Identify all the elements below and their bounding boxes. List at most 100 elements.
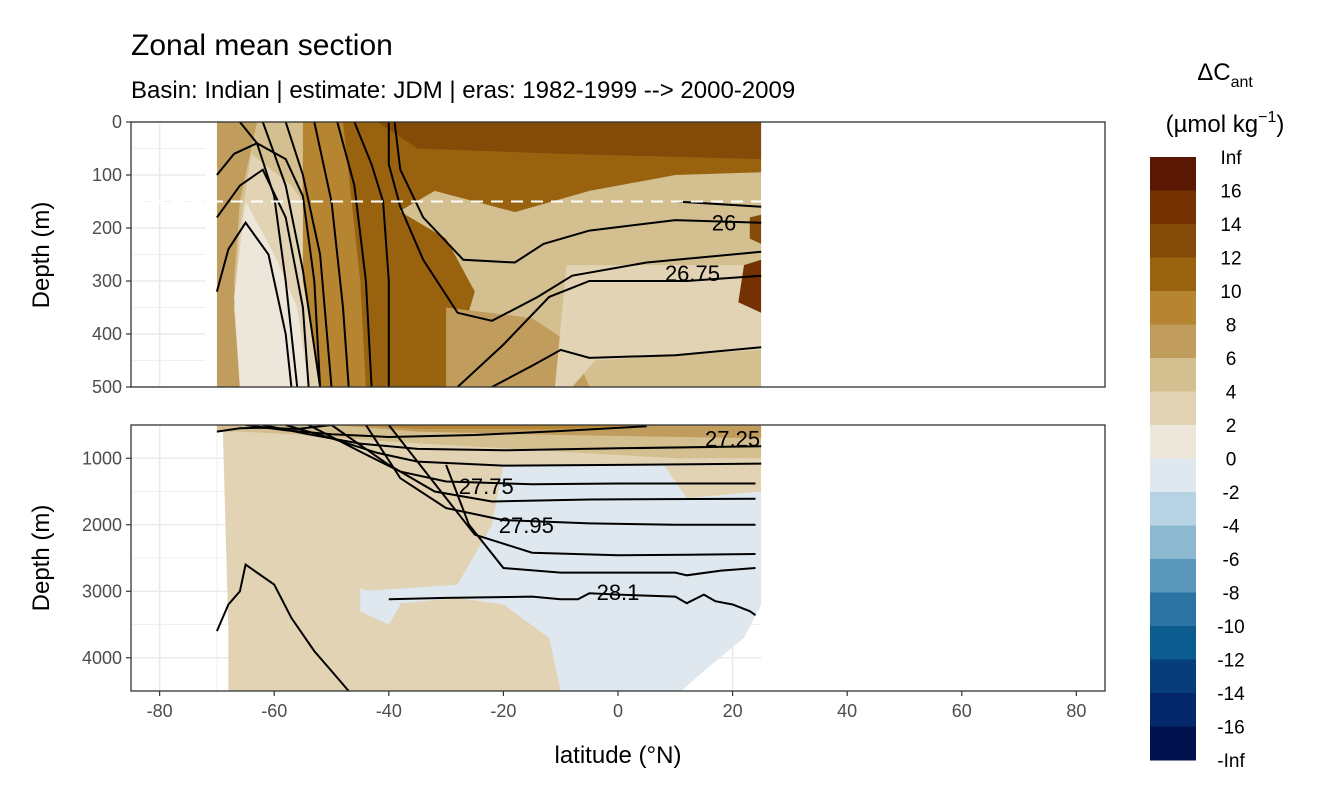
isopycnal-bottom-9	[388, 592, 757, 617]
field-deep-mid	[446, 307, 590, 387]
y-tick-label: 300	[92, 271, 122, 291]
filled-contours	[216, 425, 1105, 691]
y-tick-label: 1000	[82, 448, 122, 468]
legend-label: -Inf	[1217, 751, 1245, 772]
color-legend: ΔCant (µmol kg−1) Inf 16 14 12 10 8 6 4 2 0 -2 -4 -6…	[1150, 59, 1284, 772]
isopycnal-bottom-10	[215, 562, 350, 691]
legend-swatch	[1150, 425, 1196, 459]
legend-swatch	[1150, 693, 1196, 727]
panel-border-top	[130, 121, 1106, 388]
isopycnal-bottom-2	[262, 425, 762, 452]
legend-label: -10	[1217, 617, 1244, 638]
upper-panel-0-500m: 26 26.75 0 100 200 300 400 500	[92, 112, 1106, 397]
contour-label: 27.95	[499, 513, 554, 538]
density-contours	[215, 425, 762, 691]
chart-subtitle: Basin: Indian | estimate: JDM | eras: 19…	[131, 77, 795, 104]
legend-label: -14	[1217, 684, 1245, 705]
legend-label: -12	[1217, 651, 1244, 672]
isopycnal-bottom-8	[445, 464, 756, 577]
chart-title: Zonal mean section	[131, 29, 393, 62]
isopycnal-top-11	[456, 274, 762, 387]
legend-swatch	[1150, 458, 1196, 493]
x-axis-title: latitude (°N)	[555, 742, 682, 769]
legend-label: 16	[1220, 182, 1241, 203]
field-surface-max	[377, 122, 762, 160]
legend-label: 2	[1226, 416, 1237, 437]
isopycnal-top-12	[491, 346, 762, 387]
legend-swatch	[1150, 324, 1196, 359]
filled-contours	[205, 122, 1105, 387]
legend-swatch	[1150, 358, 1196, 392]
isopycnal-top-7	[336, 122, 373, 387]
isopycnal-top-0	[216, 142, 322, 387]
field-mask-north	[761, 122, 1105, 387]
deep-negative-small	[360, 587, 401, 625]
legend-swatch	[1150, 190, 1196, 225]
deep-negative-region	[360, 464, 762, 691]
isopycnal-top-9	[393, 122, 762, 264]
x-tick-label: 0	[613, 701, 623, 721]
legend-label: 10	[1220, 282, 1241, 303]
isopycnal-bottom-7	[388, 425, 756, 557]
legend-swatch	[1150, 559, 1196, 593]
legend-swatch	[1150, 592, 1196, 627]
y-tick-label: 100	[92, 165, 122, 185]
field-surface-core	[343, 122, 762, 387]
x-tick-label: 20	[723, 701, 743, 721]
legend-swatch	[1150, 157, 1196, 191]
legend-title: ΔCant	[1197, 59, 1253, 91]
y-tick-label: 400	[92, 324, 122, 344]
y-tick-label: 0	[112, 112, 122, 132]
legend-swatch	[1150, 257, 1196, 292]
svg-text:Depth (m): Depth (m)	[28, 202, 55, 309]
legend-swatch	[1150, 659, 1196, 694]
isopycnal-bottom-4	[308, 425, 756, 486]
isopycnal-top-4	[261, 122, 322, 387]
legend-label: -2	[1223, 483, 1240, 504]
legend-label: 14	[1220, 215, 1242, 236]
isopycnal-top-8	[353, 122, 390, 387]
legend-label: 4	[1226, 383, 1237, 404]
isopycnal-top-13	[675, 200, 762, 208]
isopycnal-bottom-6	[365, 425, 756, 526]
contour-label: 28.1	[597, 580, 640, 605]
legend-units: (µmol kg−1)	[1166, 109, 1285, 138]
y-tick-label: 2000	[82, 515, 122, 535]
contour-label: 26.75	[665, 261, 720, 286]
legend-label: -6	[1223, 550, 1240, 571]
legend-swatch	[1150, 525, 1196, 560]
x-tick-label: -60	[261, 701, 287, 721]
legend-label: 0	[1226, 450, 1237, 471]
x-tick-label: -80	[147, 701, 173, 721]
legend-swatch	[1150, 391, 1196, 426]
legend-swatch	[1150, 726, 1196, 761]
legend-label: -4	[1223, 517, 1240, 538]
legend-swatch	[1150, 626, 1196, 660]
x-tick-label: 40	[837, 701, 857, 721]
field-mask	[205, 122, 217, 387]
legend-label: Inf	[1220, 148, 1242, 169]
x-tick-label: -40	[376, 701, 402, 721]
legend-label: -16	[1217, 718, 1244, 739]
legend-label: 12	[1220, 249, 1241, 270]
field-edge-south	[216, 122, 257, 387]
y-tick-label: 3000	[82, 581, 122, 601]
y-axis-title-upper: Depth (m)	[28, 202, 55, 309]
isopycnal-top-5	[284, 122, 333, 387]
y-tick-label: 500	[92, 377, 122, 397]
x-tick-label: 60	[952, 701, 972, 721]
field-mid-band	[302, 122, 389, 387]
contour-label: 27.25	[705, 426, 760, 451]
contour-label: 27.75	[459, 474, 514, 499]
isopycnal-top-10	[387, 122, 762, 322]
y-tick-label: 4000	[82, 648, 122, 668]
legend-label: 8	[1226, 316, 1237, 337]
deep-mask-north	[761, 425, 1105, 691]
contour-label: 26	[712, 211, 736, 236]
y-axis-title-lower: Depth (m)	[28, 505, 55, 612]
legend-swatch	[1150, 492, 1196, 526]
x-tick-label: 80	[1066, 701, 1086, 721]
x-tick-label: -20	[490, 701, 516, 721]
isopycnal-bottom-5	[330, 425, 756, 503]
